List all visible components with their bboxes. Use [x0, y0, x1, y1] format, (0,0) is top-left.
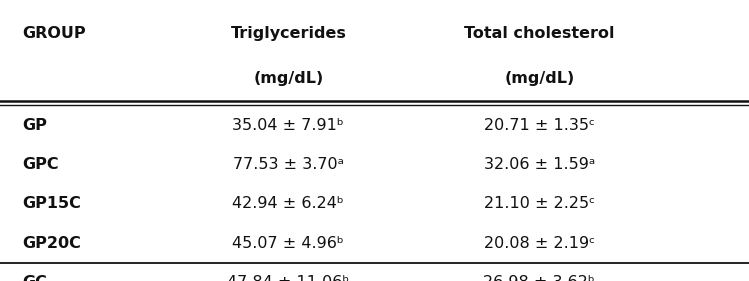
- Text: (mg/dL): (mg/dL): [504, 71, 574, 86]
- Text: GC: GC: [22, 275, 47, 281]
- Text: 35.04 ± 7.91ᵇ: 35.04 ± 7.91ᵇ: [232, 117, 345, 133]
- Text: (mg/dL): (mg/dL): [253, 71, 324, 86]
- Text: 26.98 ± 3.62ᵇ: 26.98 ± 3.62ᵇ: [483, 275, 595, 281]
- Text: 42.94 ± 6.24ᵇ: 42.94 ± 6.24ᵇ: [232, 196, 345, 211]
- Text: 47.84 ± 11.06ᵇ: 47.84 ± 11.06ᵇ: [227, 275, 350, 281]
- Text: 45.07 ± 4.96ᵇ: 45.07 ± 4.96ᵇ: [232, 235, 345, 251]
- Text: GP: GP: [22, 117, 47, 133]
- Text: GP20C: GP20C: [22, 235, 82, 251]
- Text: 77.53 ± 3.70ᵃ: 77.53 ± 3.70ᵃ: [233, 157, 344, 172]
- Text: Total cholesterol: Total cholesterol: [464, 26, 614, 41]
- Text: GPC: GPC: [22, 157, 59, 172]
- Text: Triglycerides: Triglycerides: [231, 26, 346, 41]
- Text: 20.08 ± 2.19ᶜ: 20.08 ± 2.19ᶜ: [484, 235, 595, 251]
- Text: GP15C: GP15C: [22, 196, 82, 211]
- Text: GROUP: GROUP: [22, 26, 86, 41]
- Text: 21.10 ± 2.25ᶜ: 21.10 ± 2.25ᶜ: [484, 196, 595, 211]
- Text: 32.06 ± 1.59ᵃ: 32.06 ± 1.59ᵃ: [484, 157, 595, 172]
- Text: 20.71 ± 1.35ᶜ: 20.71 ± 1.35ᶜ: [484, 117, 595, 133]
